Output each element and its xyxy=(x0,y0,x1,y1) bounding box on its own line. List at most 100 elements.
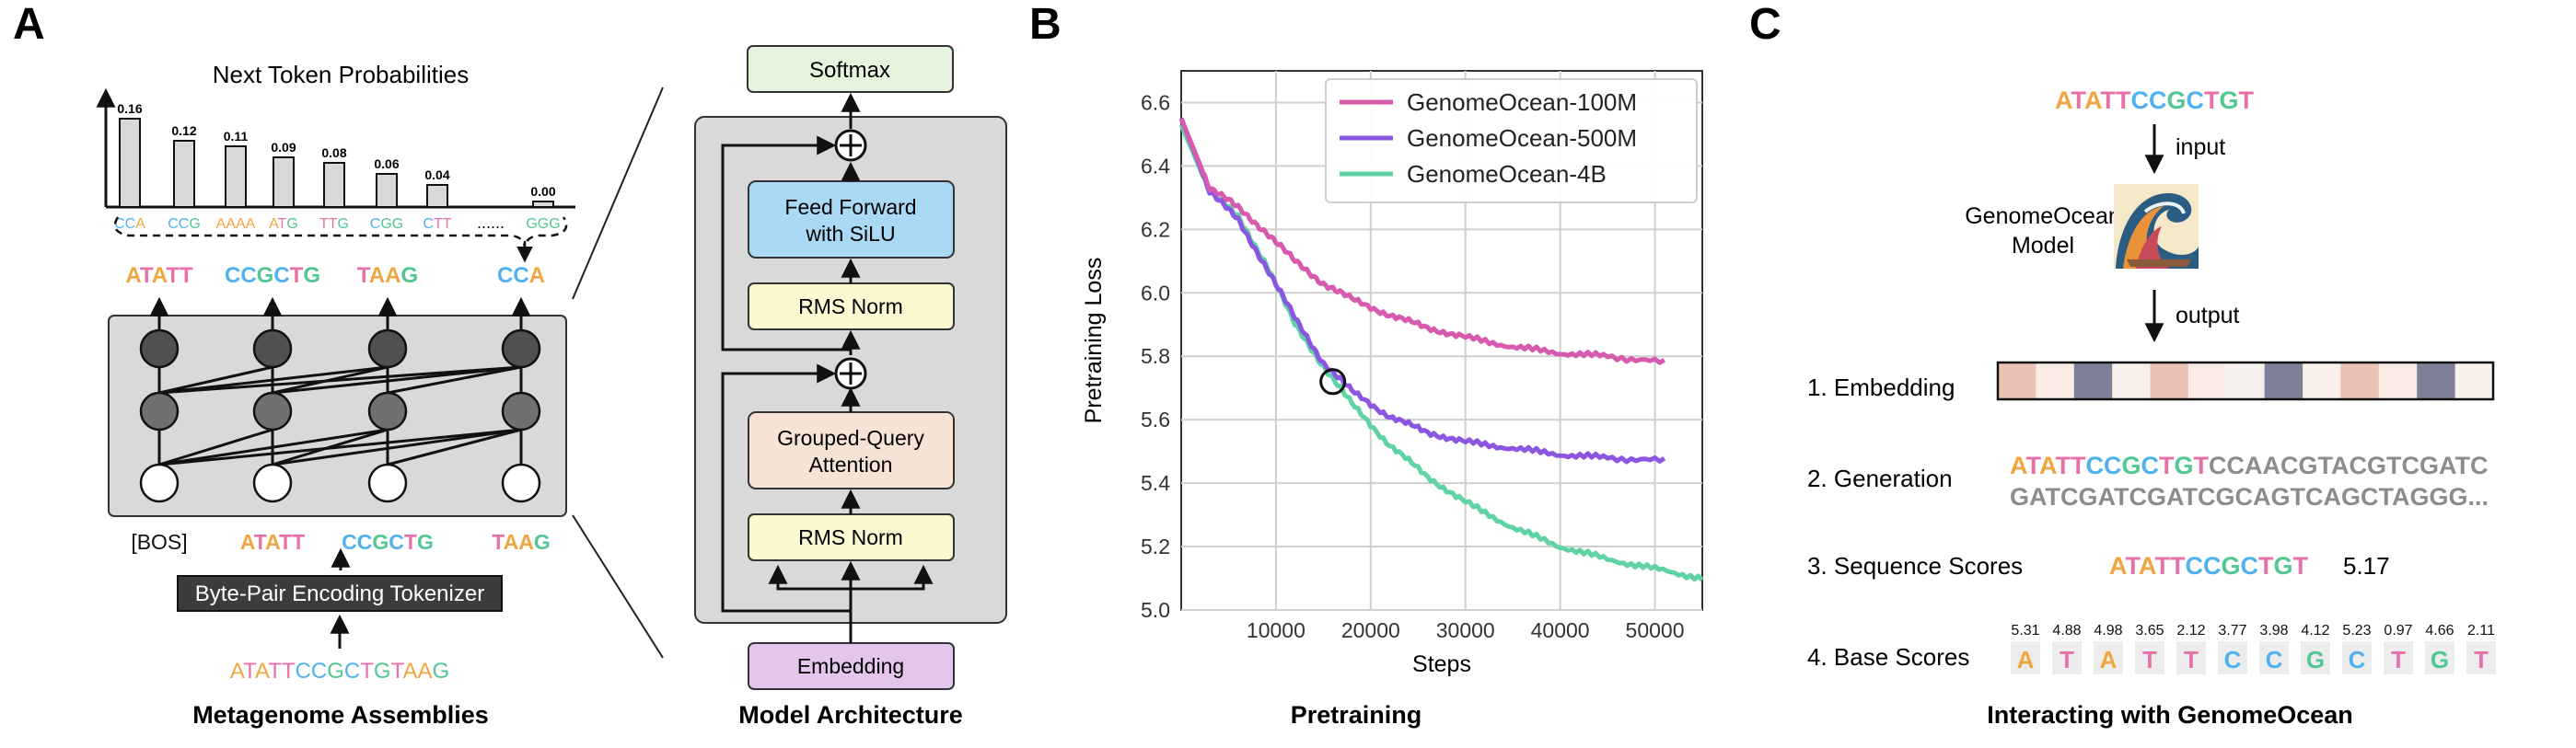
embedding-cell xyxy=(2303,362,2341,399)
base-T: T xyxy=(2155,552,2171,580)
attention-box xyxy=(748,411,955,489)
network-edge xyxy=(158,428,522,466)
base-A: A xyxy=(265,530,280,554)
base-C: C xyxy=(357,530,373,554)
genomeocean-logo xyxy=(2114,184,2199,269)
base-A: A xyxy=(2039,452,2057,479)
network-graph xyxy=(139,296,541,503)
base-score-value: 3.65 xyxy=(2135,623,2164,639)
embedding-cell xyxy=(2264,362,2303,399)
base-T: T xyxy=(2159,452,2175,479)
base-score-value: 5.31 xyxy=(2011,623,2039,639)
output-node xyxy=(501,328,541,369)
base-box xyxy=(2218,641,2247,674)
prob-value-label: 0.16 xyxy=(117,101,142,116)
base-C: C xyxy=(2130,86,2149,114)
softmax-label: Softmax xyxy=(809,58,890,83)
embedding-label: Embedding xyxy=(797,654,904,678)
hidden-node xyxy=(139,391,180,432)
caption-pretraining: Pretraining xyxy=(1291,701,1422,729)
base-A: A xyxy=(152,263,168,288)
base-T: T xyxy=(254,530,267,554)
panel-b: B 10000 20000 30000 40000 50000 5.0 5.2 5.4 5.6 5… xyxy=(1029,0,1704,729)
output-label: output xyxy=(2176,303,2240,328)
sequence-scores-seq: ATATTCCGCTGT xyxy=(2109,552,2309,580)
base-C: C xyxy=(225,263,240,288)
base-G: G xyxy=(534,530,551,554)
hidden-node xyxy=(367,391,408,432)
series-line xyxy=(1178,117,1666,465)
base-box xyxy=(2052,641,2082,674)
generation-label: 2. Generation xyxy=(1807,465,1953,492)
embedding-cell xyxy=(2036,362,2075,399)
base-C: C xyxy=(125,216,136,232)
y-tick-label: 5.4 xyxy=(1141,471,1170,495)
prob-token-label: TTG xyxy=(319,216,349,232)
base-score-value: 2.12 xyxy=(2176,623,2205,639)
prob-token-label: CGG xyxy=(370,216,403,232)
base-G: G xyxy=(189,216,200,232)
attention-label-2: Attention xyxy=(809,453,893,477)
base-letter: T xyxy=(2391,646,2406,673)
panel-a: A Next Token Probabilities 0.16CCA0.12CC… xyxy=(13,0,575,729)
x-tick-label: 30000 xyxy=(1436,618,1495,642)
output-token: CCGCTG xyxy=(225,263,320,288)
panel-label-b: B xyxy=(1029,0,1062,49)
base-C: C xyxy=(389,530,404,554)
network-edge xyxy=(272,365,389,395)
architecture-arrows xyxy=(721,92,934,643)
embedding-cell xyxy=(2340,362,2380,399)
base-A: A xyxy=(385,263,400,288)
hidden-node xyxy=(252,391,293,432)
base-letter: T xyxy=(2474,646,2489,673)
input-token: TAAG xyxy=(492,530,550,554)
base-G: G xyxy=(417,530,434,554)
base-G: G xyxy=(257,263,274,288)
intersection-marker xyxy=(1319,368,1347,396)
network-edge xyxy=(387,428,522,466)
generation-line-2: GATCGATCGATCGCAGTCAGCTAGGG... xyxy=(2010,483,2489,511)
base-T: T xyxy=(2258,552,2274,580)
residual-add-top xyxy=(834,129,867,162)
x-axis-label: Steps xyxy=(1412,651,1471,677)
tokenizer-label: Byte-Pair Encoding Tokenizer xyxy=(195,581,484,606)
base-C: C xyxy=(513,263,528,288)
legend-label: GenomeOcean-100M xyxy=(1407,88,1637,116)
base-G: G xyxy=(538,216,549,232)
base-box xyxy=(2011,641,2040,674)
zoom-line-bottom xyxy=(572,514,664,659)
base-C: C xyxy=(273,263,289,288)
output-tokens: ATATT CCGCTG TAAG CCA xyxy=(125,263,545,288)
base-G: G xyxy=(2274,552,2293,580)
model-architecture: Softmax Feed Forward with SiLU RMS Norm … xyxy=(694,45,1007,729)
legend-label: GenomeOcean-500M xyxy=(1407,124,1637,152)
base-letter: T xyxy=(2184,646,2199,673)
y-tick-label: 5.6 xyxy=(1141,408,1170,432)
zoom-line-top xyxy=(572,86,664,300)
prob-value-label: 0.00 xyxy=(530,184,555,199)
base-G: G xyxy=(433,659,450,684)
embedding-cell xyxy=(1998,362,2036,399)
base-box xyxy=(2425,641,2454,674)
residual-add-bottom xyxy=(834,357,867,390)
base-box xyxy=(2301,641,2330,674)
base-C: C xyxy=(497,263,513,288)
base-C: C xyxy=(311,659,327,684)
prob-token-label: GGG xyxy=(526,216,560,232)
input-tokens: [BOS] ATATT CCGCTG TAAG xyxy=(131,530,550,554)
prob-token-label: CTT xyxy=(423,216,451,232)
base-T: T xyxy=(290,263,304,288)
base-C: C xyxy=(2104,452,2122,479)
base-C: C xyxy=(168,216,179,232)
base-letter: C xyxy=(2349,646,2366,673)
base-A: A xyxy=(504,530,519,554)
base-box xyxy=(2466,641,2496,674)
x-tick-label: 10000 xyxy=(1247,618,1305,642)
base-C: C xyxy=(2203,552,2222,580)
base-C: C xyxy=(2141,452,2160,479)
model-label-1: GenomeOcean xyxy=(1965,203,2121,229)
network-edge xyxy=(158,365,273,395)
panel-c: C ATATTCCGCTGT input GenomeOcean Model o… xyxy=(1749,0,2496,729)
prob-value-label: 0.12 xyxy=(171,123,196,138)
base-letter: G xyxy=(2431,646,2449,673)
